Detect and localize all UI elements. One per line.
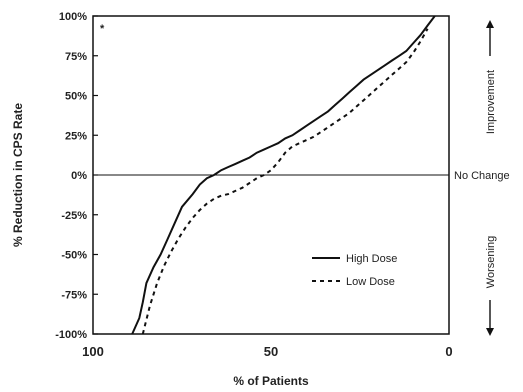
x-tick-label: 100 [82,344,104,359]
y-tick-label: 75% [65,51,87,63]
y-tick-label: 25% [65,130,87,142]
y-tick-label: -25% [61,210,87,222]
y-tick-label: -100% [55,329,87,341]
x-axis-title: % of Patients [233,374,309,388]
y-tick-label: 50% [65,91,87,103]
y-tick-label: 0% [71,170,87,182]
worsening-label: Worsening [485,236,497,288]
improvement-arrow-icon [486,20,494,56]
series-line-low-dose [141,28,429,335]
y-axis-title: % Reduction in CPS Rate [11,103,25,247]
legend: High Dose Low Dose [312,253,397,288]
y-tick-label: -50% [61,250,87,262]
series-line-high-dose [131,15,436,335]
worsening-arrow-icon [486,300,494,336]
y-tick-marks [93,15,98,335]
y-tick-labels: 100% 75% 50% 25% 0% -25% -50% -75% -100% [55,11,87,341]
x-tick-label: 0 [445,344,452,359]
x-tick-labels: 100 50 0 [82,344,452,359]
y-tick-label: 100% [59,11,87,23]
legend-label-low-dose: Low Dose [346,276,395,288]
x-tick-label: 50 [264,344,278,359]
y-tick-label: -75% [61,289,87,301]
no-change-label: No Change [454,170,510,182]
corner-mark: * [100,23,105,35]
improvement-label: Improvement [485,70,497,134]
legend-label-high-dose: High Dose [346,253,397,265]
